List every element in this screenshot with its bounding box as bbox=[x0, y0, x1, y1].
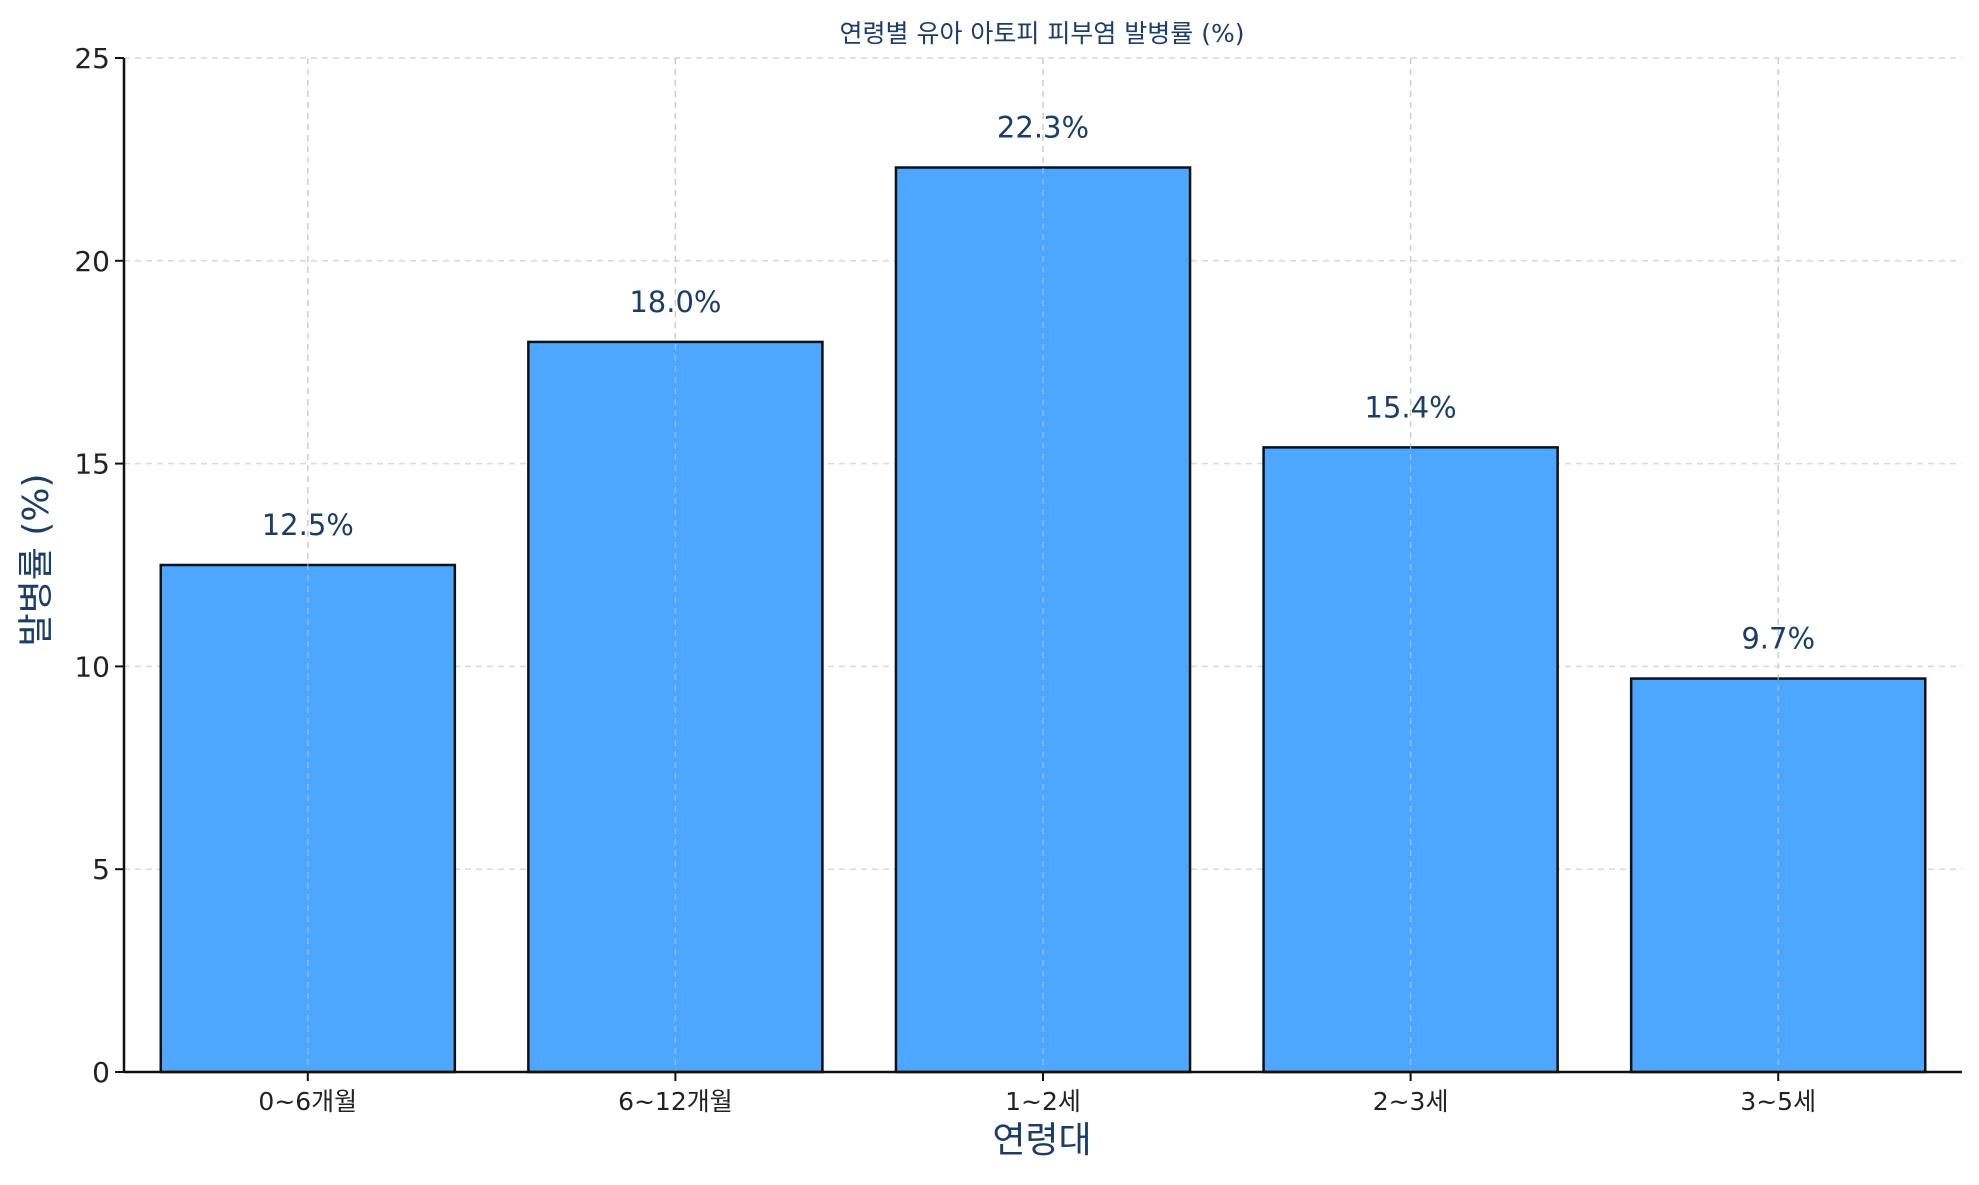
bars-layer bbox=[159, 58, 1927, 1074]
bar-value-label: 18.0% bbox=[629, 285, 721, 319]
y-tick-label: 5 bbox=[92, 853, 110, 886]
x-tick-label: 2~3세 bbox=[1373, 1087, 1449, 1116]
y-axis-title: 발병률 (%) bbox=[16, 473, 57, 646]
x-tick-label: 6~12개월 bbox=[618, 1087, 733, 1116]
bar-value-label: 22.3% bbox=[997, 111, 1089, 145]
x-axis-title: 연령대 bbox=[992, 1120, 1091, 1161]
y-tick-label: 0 bbox=[92, 1056, 110, 1089]
x-tick-label: 3~5세 bbox=[1740, 1087, 1816, 1116]
y-tick-label: 25 bbox=[74, 42, 110, 75]
bar-value-label: 9.7% bbox=[1741, 622, 1815, 656]
labels-layer: 0 5 10 15 20 25 0~6개월 6~12개월 1~2세 2~3세 3~5세 12.5% 18… bbox=[74, 42, 1816, 1116]
chart-title: 연령별 유아 아토피 피부염 발병률 (%) bbox=[840, 19, 1245, 48]
x-tick-label: 0~6개월 bbox=[258, 1087, 357, 1116]
bar-value-label: 15.4% bbox=[1365, 390, 1457, 424]
y-tick-label: 20 bbox=[74, 245, 110, 278]
axes-layer bbox=[115, 57, 1962, 1081]
y-tick-label: 15 bbox=[74, 448, 110, 481]
x-tick-label: 1~2세 bbox=[1005, 1087, 1081, 1116]
y-tick-label: 10 bbox=[74, 650, 110, 683]
bar-value-label: 12.5% bbox=[262, 508, 354, 542]
bar bbox=[1262, 446, 1559, 1074]
